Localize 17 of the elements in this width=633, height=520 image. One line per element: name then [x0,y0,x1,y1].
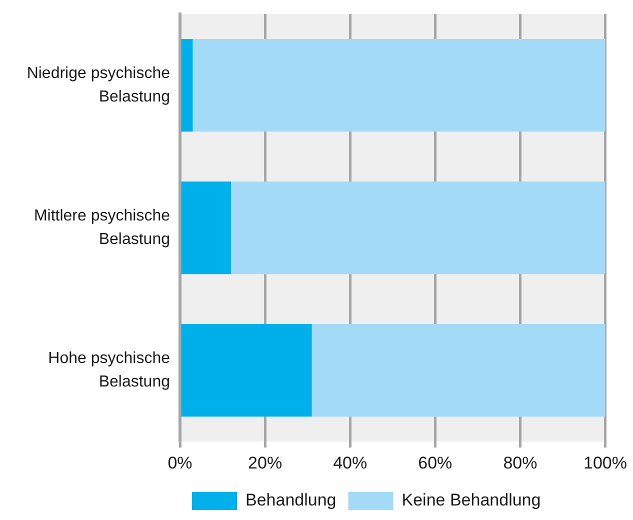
x-tick-label: 80% [503,453,538,472]
y-tick-label: Hohe psychische Belastung [48,350,170,390]
x-tick-label: 40% [333,453,368,472]
x-tick-label: 100% [584,453,627,472]
legend-label: Behandlung [246,490,336,510]
y-tick-label: Niedrige psychische Belastung [26,65,170,106]
bar [181,324,312,417]
x-tick-label: 0% [168,453,192,472]
bar [192,38,606,132]
bar [181,181,232,274]
y-tick-label: Mittlere psychische Belastung [34,208,170,248]
bar [231,181,606,274]
x-tick-label: 20% [248,453,282,472]
bar [181,38,193,132]
legend-label: Keine Behandlung [402,490,541,510]
x-tick-label: 60% [418,453,452,472]
bar [312,324,606,417]
